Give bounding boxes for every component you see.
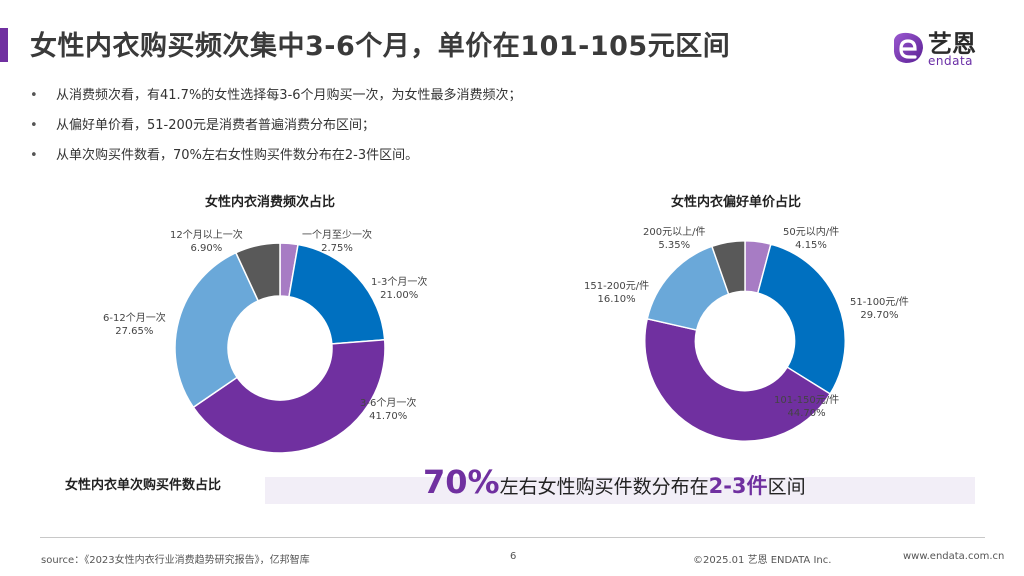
highlight-percentage: 70% bbox=[423, 463, 500, 501]
price-label-151-200: 151-200元/件 16.10% bbox=[584, 281, 650, 305]
bullet-dot-icon: • bbox=[30, 148, 38, 163]
footer-source: source：《2023女性内衣行业消费趋势研究报告》，亿邦智库 bbox=[41, 555, 310, 566]
purchase-count-title: 女性内衣单次购买件数占比 bbox=[65, 478, 222, 493]
summary-bullets: • 从消费频次看，有41.7%的女性选择每3-6个月购买一次，为女性最多消费频次；… bbox=[30, 86, 522, 176]
price-label-over-200: 200元以上/件 5.35% bbox=[643, 227, 706, 251]
frequency-chart-title: 女性内衣消费频次占比 bbox=[205, 195, 336, 210]
price-label-51-100: 51-100元/件 29.70% bbox=[850, 297, 909, 321]
donut-slice bbox=[288, 243, 386, 345]
price-label-under-50: 50元以内/件 4.15% bbox=[783, 227, 840, 251]
bullet-dot-icon: • bbox=[30, 88, 38, 103]
bullet-dot-icon: • bbox=[30, 118, 38, 133]
logo-en-text: endata bbox=[928, 54, 974, 68]
endata-e-logo-icon bbox=[893, 32, 923, 63]
price-label-101-150: 101-150元/件 44.70% bbox=[774, 395, 840, 419]
title-accent-bar bbox=[0, 28, 8, 62]
donut-slice bbox=[711, 240, 746, 296]
donut-slice bbox=[174, 251, 260, 409]
footer-website: www.endata.com.cn bbox=[903, 551, 1005, 562]
donut-slice bbox=[756, 243, 846, 395]
price-chart-title: 女性内衣偏好单价占比 bbox=[671, 195, 802, 210]
bullet-item: • 从消费频次看，有41.7%的女性选择每3-6个月购买一次，为女性最多消费频次； bbox=[30, 86, 522, 116]
footer-copyright: ©2025.01 艺恩 ENDATA Inc. bbox=[693, 555, 832, 566]
freq-label-6-12m: 6-12个月一次 27.65% bbox=[103, 313, 166, 337]
logo-cn-text: 艺恩 bbox=[928, 30, 976, 58]
purchase-count-highlight: 70%左右女性购买件数分布在2-3件区间 bbox=[423, 463, 806, 501]
footer-divider bbox=[40, 537, 985, 538]
page-title: 女性内衣购买频次集中3-6个月，单价在101-105元区间 bbox=[30, 31, 731, 62]
bullet-item: • 从偏好单价看，51-200元是消费者普遍消费分布区间； bbox=[30, 116, 522, 146]
highlight-bar bbox=[265, 477, 975, 504]
highlight-range: 2-3件 bbox=[708, 474, 768, 498]
donut-slice bbox=[234, 242, 281, 302]
bullet-item: • 从单次购买件数看，70%左右女性购买件数分布在2-3件区间。 bbox=[30, 146, 522, 176]
freq-label-1-3m: 1-3个月一次 21.00% bbox=[371, 277, 428, 301]
freq-label-3-6m: 3-6个月一次 41.70% bbox=[360, 398, 417, 422]
page-number: 6 bbox=[510, 551, 517, 562]
endata-logo: 艺恩 endata bbox=[890, 24, 1000, 72]
donut-slice bbox=[192, 338, 386, 454]
freq-label-monthly: 一个月至少一次 2.75% bbox=[302, 230, 372, 254]
freq-label-12m-plus: 12个月以上一次 6.90% bbox=[170, 230, 243, 254]
donut-slice bbox=[644, 317, 832, 442]
frequency-donut-chart bbox=[174, 242, 386, 454]
price-donut-chart bbox=[644, 240, 846, 442]
